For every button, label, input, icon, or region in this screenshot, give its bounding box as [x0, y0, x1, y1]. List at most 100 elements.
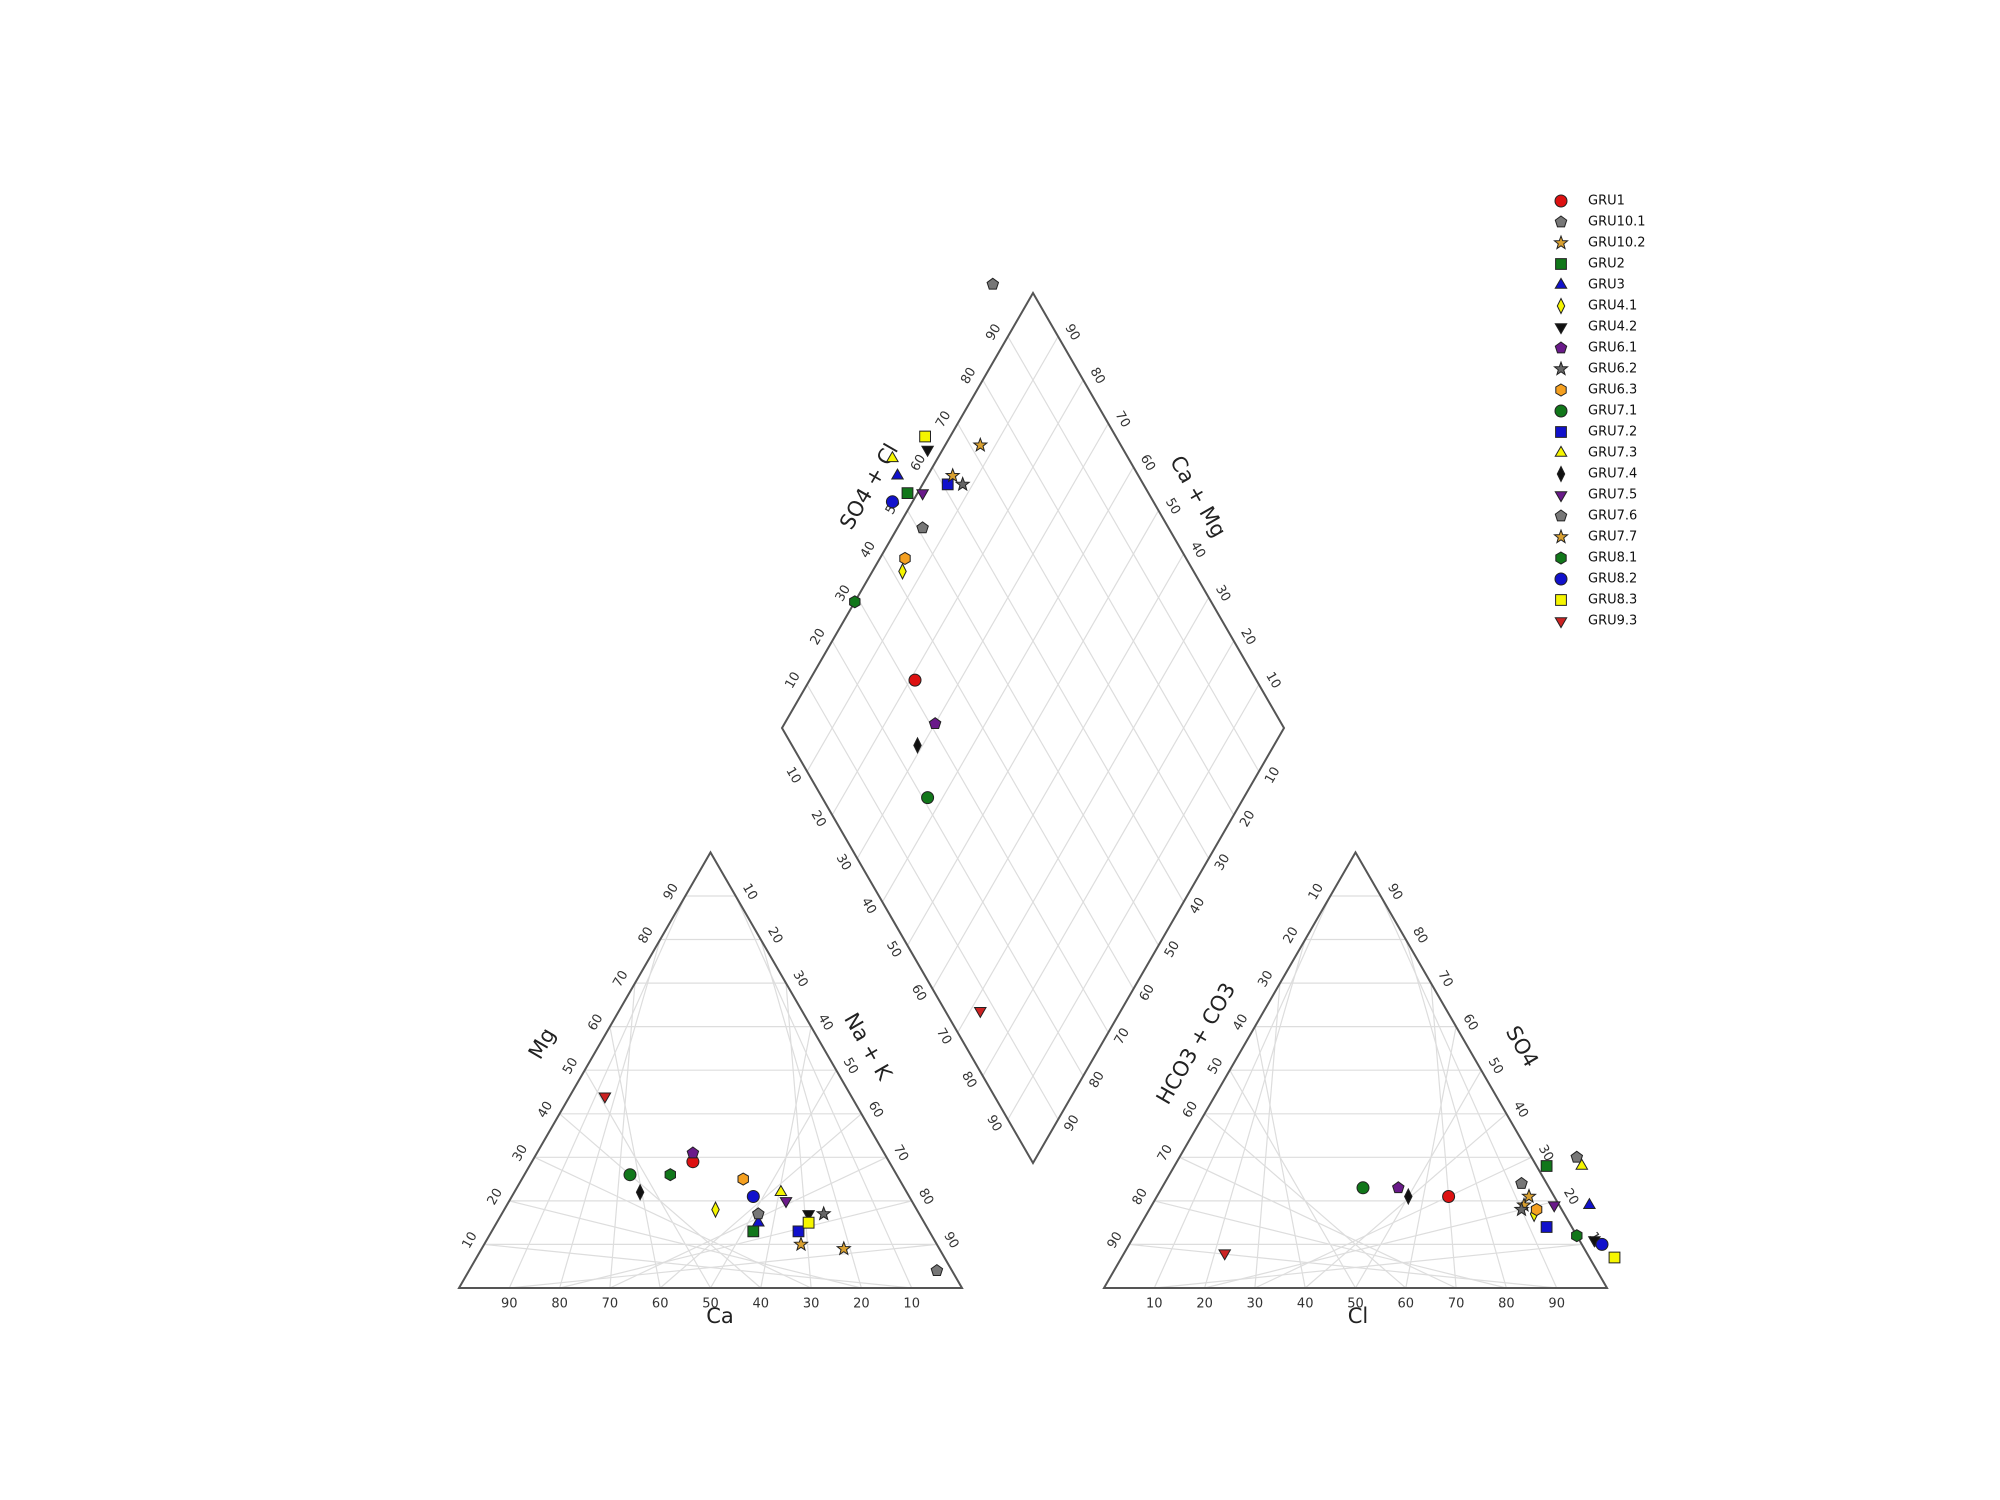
series-gru8-3 [802, 430, 1621, 1264]
diamond-lower-right-tick-label: 10 [1262, 765, 1283, 787]
legend-label: GRU6.2 [1588, 362, 1637, 377]
diamond-lower-right-tick-label: 30 [1212, 852, 1233, 874]
anion-point [1521, 1188, 1537, 1204]
anion-triangle-grid-line [1405, 1026, 1457, 1289]
diamond-grid-line [806, 336, 1059, 772]
legend-item: GRU7.3 [1554, 445, 1637, 461]
cation-point [792, 1225, 805, 1238]
diamond-lower-left-tick-label: 60 [908, 982, 929, 1004]
anion-bottom-tick-label: 50 [1347, 1297, 1364, 1312]
diamond-upper-right-tick-label: 40 [1187, 539, 1208, 561]
legend-item: GRU8.1 [1555, 551, 1637, 566]
diamond-grid-line [831, 379, 1084, 816]
cation-point [711, 1200, 720, 1219]
legend-item: GRU6.1 [1554, 341, 1637, 356]
diamond-lower-left-tick-label: 90 [983, 1113, 1004, 1135]
cation-right-tick-label: 20 [764, 925, 785, 947]
legend-item: GRU7.1 [1554, 404, 1637, 419]
anion-point [1547, 1201, 1561, 1213]
legend-marker [1553, 234, 1569, 250]
anion-bottom-tick-label: 20 [1196, 1297, 1213, 1312]
series-gru8-2 [746, 495, 1609, 1251]
diamond-lower-right-tick-label: 20 [1237, 808, 1258, 830]
series-gru3 [751, 468, 1596, 1227]
legend-marker [1553, 528, 1569, 544]
anion-bottom-label: Cl [1348, 1304, 1369, 1328]
diamond-lower-left-tick-label: 20 [808, 808, 829, 830]
diamond-lower-left-tick-label: 30 [833, 852, 854, 874]
legend-label: GRU6.3 [1588, 383, 1637, 398]
diamond-lower-right-tick-label: 70 [1112, 1026, 1133, 1048]
legend-label: GRU4.1 [1588, 299, 1637, 314]
legend-marker [1554, 277, 1568, 289]
anion-left-tick-label: 90 [1105, 1229, 1126, 1251]
cation-left-tick-label: 20 [485, 1186, 506, 1208]
cation-point [835, 1240, 852, 1256]
diamond-upper-right-tick-label: 70 [1112, 409, 1133, 431]
anion-point [1595, 1237, 1609, 1251]
series-gru7-5 [779, 489, 1561, 1213]
cation-point [686, 1146, 700, 1159]
cation-point [752, 1207, 765, 1220]
legend-marker [1555, 383, 1567, 397]
legend-item: GRU6.2 [1553, 360, 1637, 377]
cation-triangle-grid-line [584, 1069, 712, 1289]
anion-bottom-tick-label: 10 [1146, 1297, 1163, 1312]
cation-point [664, 1168, 676, 1182]
cation-right-tick-label: 90 [940, 1229, 961, 1251]
legend-label: GRU10.1 [1588, 215, 1646, 230]
cation-triangle-frame [457, 850, 964, 1289]
anion-left-tick-label: 60 [1180, 1099, 1201, 1121]
legend-item: GRU4.1 [1556, 297, 1637, 315]
anion-point [1513, 1201, 1530, 1217]
legend-item: GRU3 [1554, 277, 1625, 293]
cation-right-tick-label: 60 [865, 1099, 886, 1121]
legend-label: GRU7.3 [1588, 446, 1637, 461]
legend-marker [1555, 258, 1567, 270]
anion-left-tick-label: 30 [1255, 968, 1276, 990]
diamond-point [919, 430, 931, 443]
legend-label: GRU2 [1588, 257, 1625, 272]
diamond-point [885, 495, 899, 509]
legend-label: GRU7.6 [1588, 509, 1637, 524]
diamond-upper-left-tick-label: 70 [933, 409, 954, 431]
legend-marker [1554, 194, 1568, 208]
series-gru6-1 [686, 717, 1405, 1194]
diamond-upper-right-tick-label: 20 [1237, 626, 1258, 648]
cation-left-tick-label: 60 [585, 1012, 606, 1034]
cation-point [746, 1190, 760, 1203]
series-gru1 [686, 673, 1456, 1203]
diamond-lower-left-tick-label: 40 [858, 895, 879, 917]
anion-right-tick-label: 60 [1459, 1012, 1480, 1034]
cation-bottom-tick-label: 50 [702, 1297, 719, 1312]
anion-bottom-tick-label: 70 [1448, 1297, 1465, 1312]
anion-right-label: SO4 [1501, 1022, 1543, 1071]
cation-point [623, 1168, 637, 1182]
anion-point [1575, 1158, 1589, 1170]
diamond-point [901, 487, 914, 500]
diamond-grid-line [932, 466, 1185, 903]
legend-item: GRU10.1 [1554, 215, 1646, 230]
legend-item: GRU1 [1554, 194, 1625, 209]
anion-point [1582, 1197, 1596, 1209]
diamond-point [890, 468, 905, 480]
legend-marker [1554, 215, 1568, 228]
diamond-lower-right-tick-label: 80 [1087, 1069, 1108, 1091]
diamond-grid-line [906, 510, 1160, 946]
series-gru10-1 [930, 277, 1584, 1276]
anion-left-tick-label: 50 [1205, 1055, 1226, 1077]
diamond-point [973, 1006, 987, 1019]
grid-lines [484, 336, 1582, 1289]
anion-triangle-grid-line [1430, 983, 1457, 1289]
series-gru7-3 [774, 450, 1589, 1196]
cation-point [779, 1197, 793, 1209]
legend-marker [1554, 491, 1568, 503]
diamond-upper-left-tick-label: 10 [782, 670, 803, 692]
series-gru6-2 [815, 476, 1530, 1221]
legend-label: GRU7.5 [1588, 488, 1637, 503]
anion-point [1571, 1229, 1583, 1243]
legend-marker [1555, 594, 1567, 606]
series-gru10-2 [835, 436, 1532, 1256]
diamond-point [921, 445, 935, 458]
